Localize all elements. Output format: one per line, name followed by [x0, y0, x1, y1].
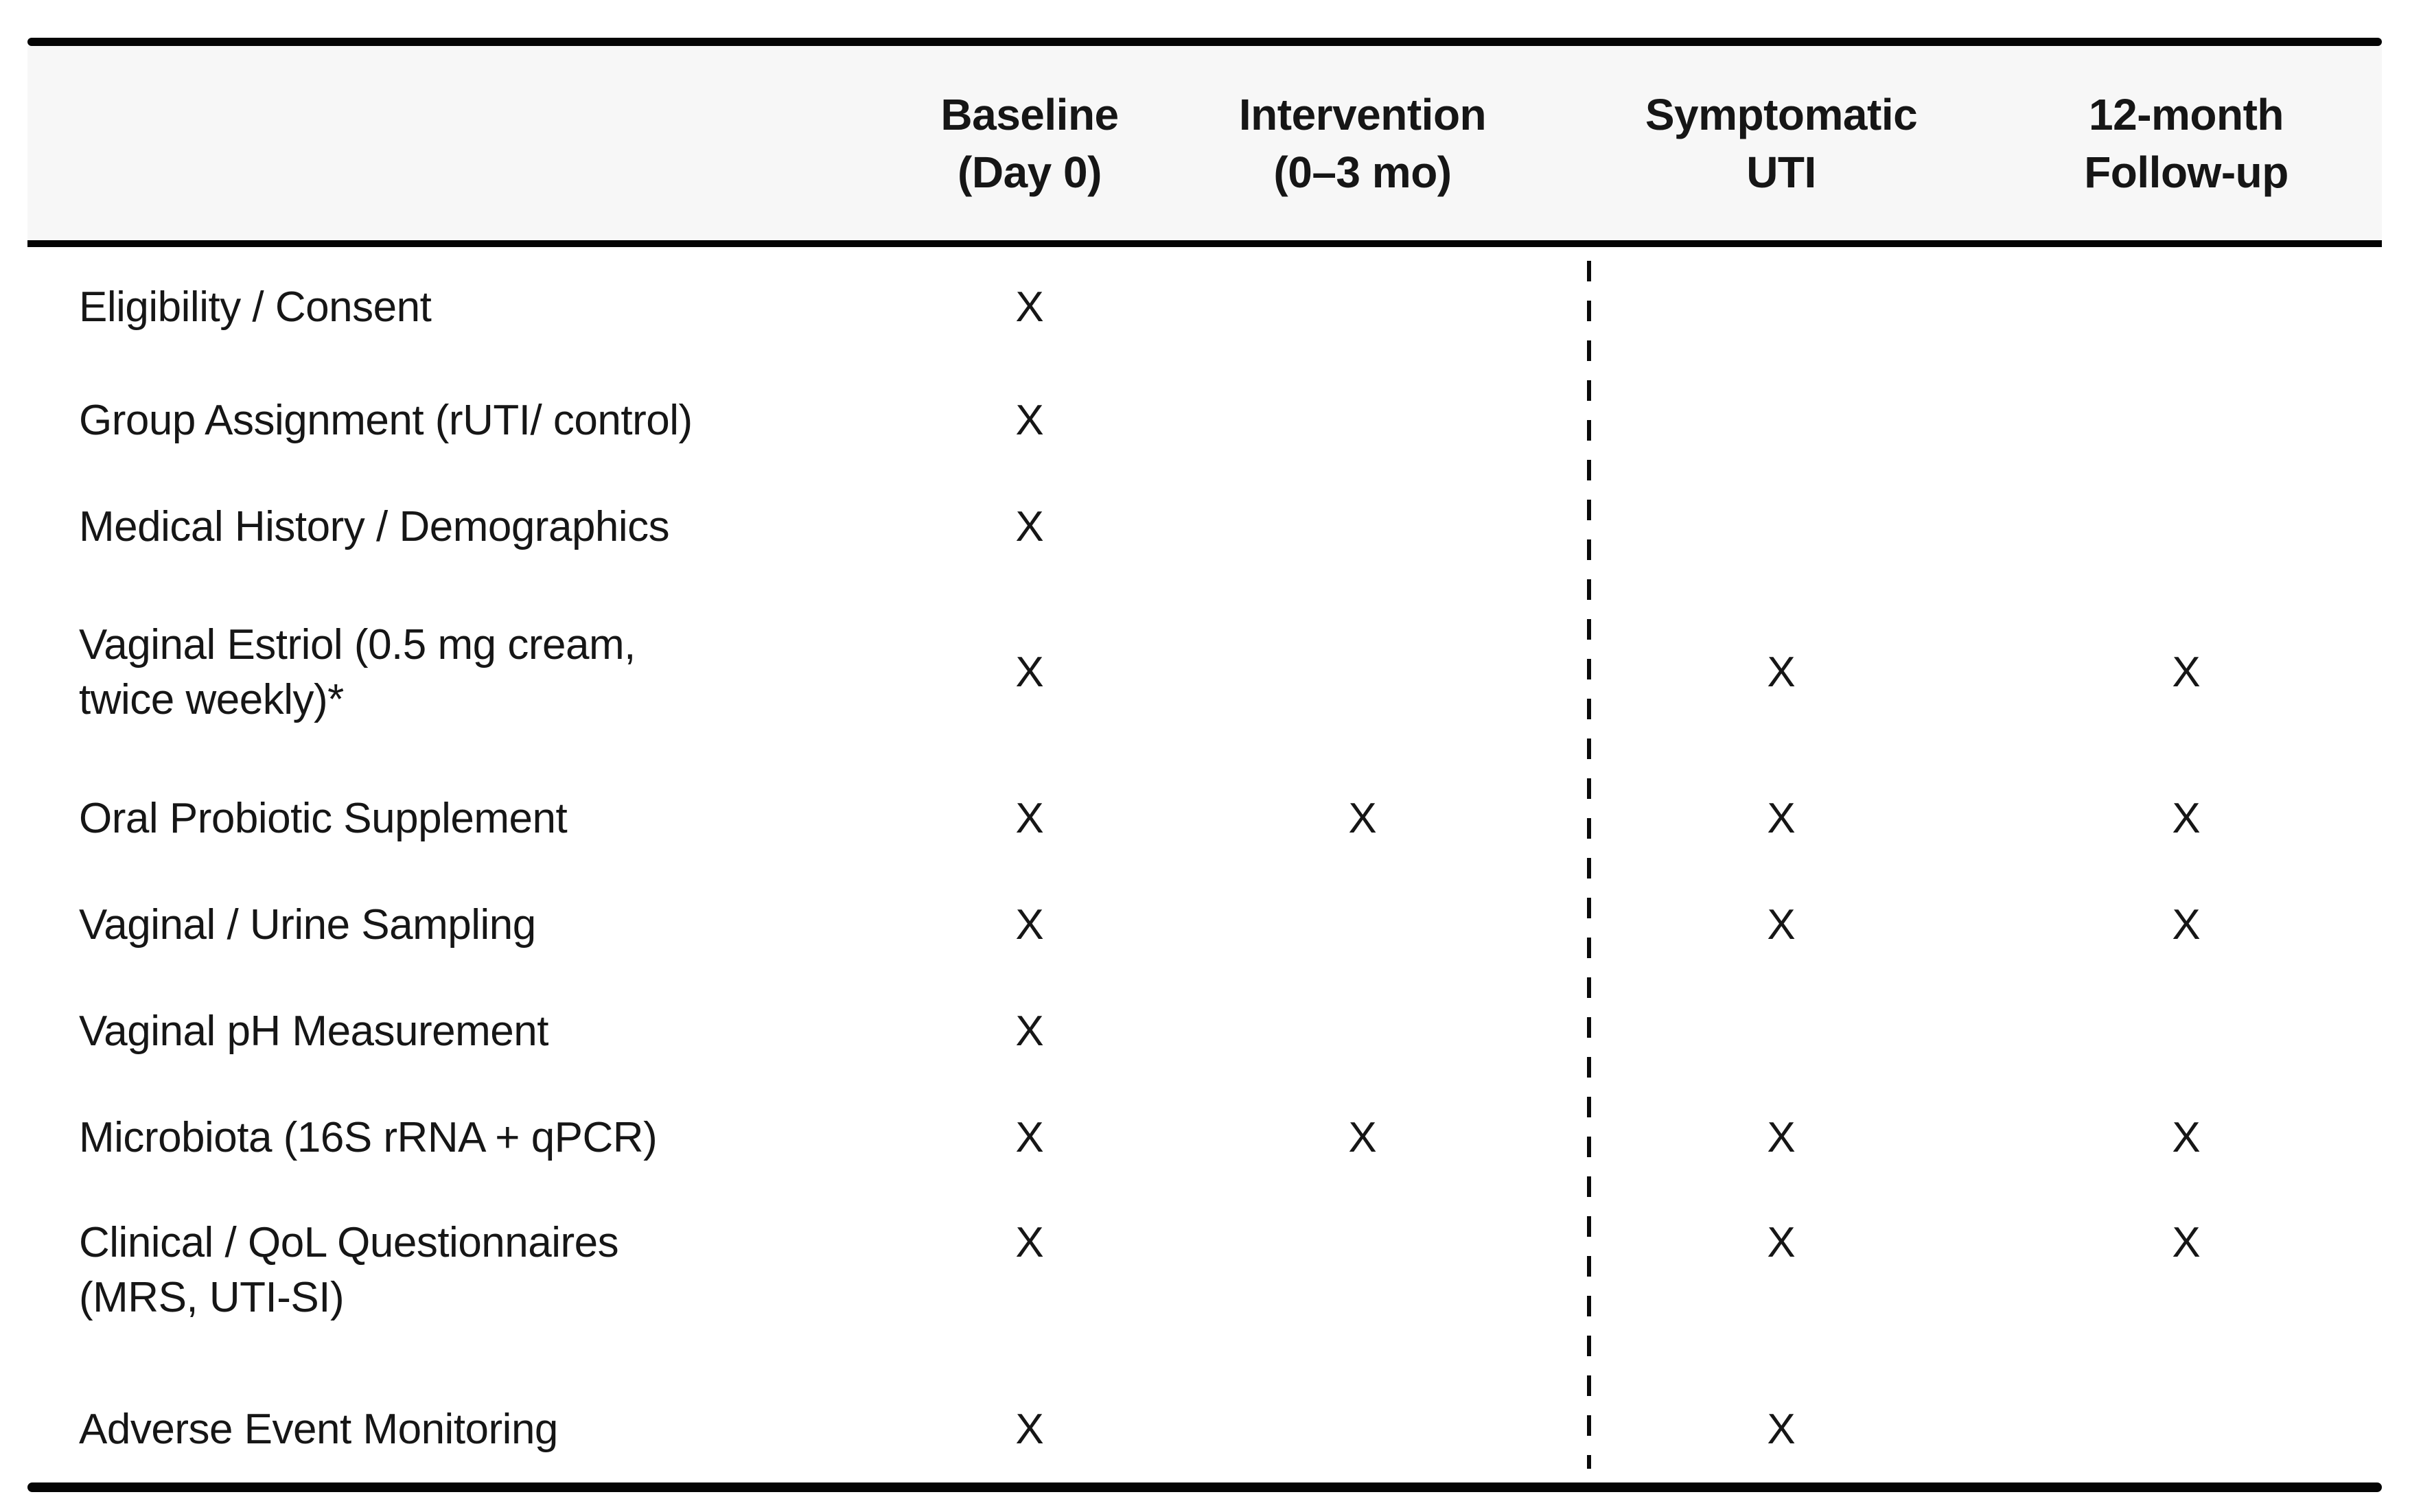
x-mark-cell: X	[2172, 900, 2201, 949]
row-label: Vaginal Estriol (0.5 mg cream, twice wee…	[79, 621, 636, 723]
column-header-line2: Follow-up	[2084, 147, 2289, 197]
table-row: Vaginal / Urine Sampling X X X	[27, 872, 2382, 978]
table-row: Eligibility / Consent X	[27, 247, 2382, 367]
table-row: Group Assignment (rUTI/ control) X	[27, 367, 2382, 474]
x-mark-cell: X	[1015, 1405, 1044, 1453]
table-row: Vaginal pH Measurement X	[27, 978, 2382, 1084]
column-header-line2: (Day 0)	[958, 147, 1102, 197]
column-header-line1: Baseline	[940, 89, 1119, 139]
x-mark-cell: X	[1348, 1113, 1377, 1161]
x-mark-cell: X	[1015, 396, 1044, 444]
x-mark-cell: X	[2172, 649, 2201, 696]
x-mark-cell: X	[2172, 1113, 2201, 1161]
row-label: Vaginal / Urine Sampling	[79, 900, 536, 949]
x-mark-cell: X	[1767, 1219, 1796, 1266]
row-label: Adverse Event Monitoring	[79, 1405, 558, 1453]
table-row: Microbiota (16S rRNA + qPCR) X X X X	[27, 1084, 2382, 1191]
table-row: Clinical / QoL Questionnaires (MRS, UTI-…	[27, 1191, 2382, 1376]
column-header: Intervention (0–3 mo)	[1153, 86, 1572, 201]
column-header: Baseline (Day 0)	[906, 86, 1153, 201]
x-mark-cell: X	[2172, 1219, 2201, 1266]
row-label: Microbiota (16S rRNA + qPCR)	[79, 1113, 658, 1161]
column-header: Symptomatic UTI	[1572, 86, 1991, 201]
x-mark-cell: X	[1767, 900, 1796, 949]
phase-divider-dashed-line	[1587, 261, 1591, 1469]
x-mark-cell: X	[1015, 1113, 1044, 1161]
x-mark-cell: X	[1767, 794, 1796, 842]
column-header-line1: 12-month	[2089, 89, 2284, 139]
x-mark-cell: X	[1015, 283, 1044, 331]
x-mark-cell: X	[1015, 1007, 1044, 1055]
table-row: Medical History / Demographics X	[27, 474, 2382, 580]
table-row: Vaginal Estriol (0.5 mg cream, twice wee…	[27, 580, 2382, 765]
x-mark-cell: X	[1015, 1219, 1044, 1266]
table-header-row: Baseline (Day 0) Intervention (0–3 mo) Sympt…	[27, 46, 2382, 240]
table-body: Eligibility / Consent X Group Assignment (…	[27, 247, 2382, 1482]
column-header: 12-month Follow-up	[1991, 86, 2382, 201]
x-mark-cell: X	[1767, 649, 1796, 696]
x-mark-cell: X	[1015, 649, 1044, 696]
row-label: Clinical / QoL Questionnaires (MRS, UTI-…	[79, 1219, 619, 1321]
x-mark-cell: X	[1015, 502, 1044, 550]
row-label: Vaginal pH Measurement	[79, 1007, 549, 1055]
row-label: Group Assignment (rUTI/ control)	[79, 396, 693, 444]
x-mark-cell: X	[1015, 794, 1044, 842]
column-header-line1: Symptomatic	[1645, 89, 1918, 139]
x-mark-cell: X	[1767, 1405, 1796, 1453]
row-label: Oral Probiotic Supplement	[79, 794, 568, 842]
table-bottom-border	[27, 1482, 2382, 1492]
x-mark-cell: X	[1767, 1113, 1796, 1161]
header-separator-border	[27, 240, 2382, 247]
schedule-table: Baseline (Day 0) Intervention (0–3 mo) Sympt…	[27, 38, 2382, 1492]
column-header-line2: (0–3 mo)	[1273, 147, 1452, 197]
column-header-line2: UTI	[1746, 147, 1816, 197]
row-label: Medical History / Demographics	[79, 502, 670, 550]
table-row: Oral Probiotic Supplement X X X X	[27, 765, 2382, 872]
table-top-border	[27, 38, 2382, 46]
x-mark-cell: X	[1348, 794, 1377, 842]
table-row: Adverse Event Monitoring X X	[27, 1376, 2382, 1482]
column-header-line1: Intervention	[1238, 89, 1487, 139]
x-mark-cell: X	[1015, 900, 1044, 949]
row-label: Eligibility / Consent	[79, 283, 432, 331]
x-mark-cell: X	[2172, 794, 2201, 842]
